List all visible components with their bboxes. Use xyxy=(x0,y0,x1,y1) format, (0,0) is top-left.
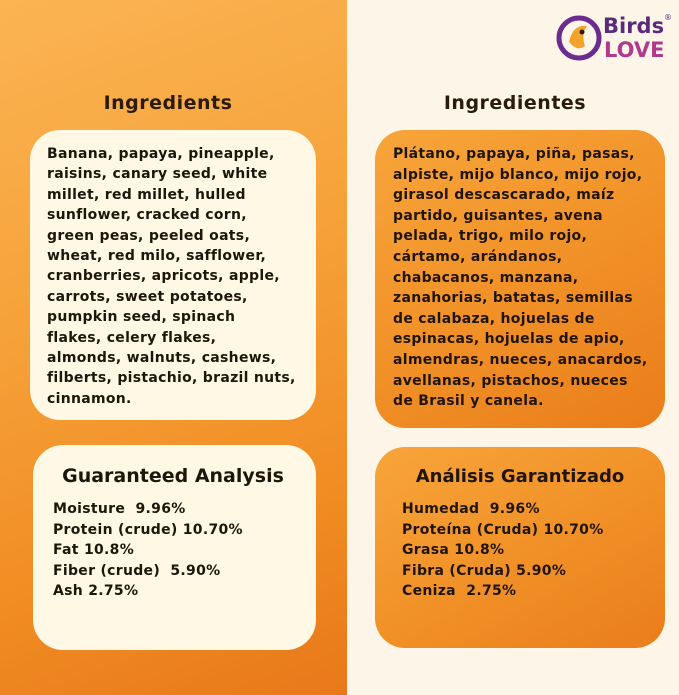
ingredient-line: girasol descascarado, maíz xyxy=(393,187,615,204)
analysis-line: Fat 10.8% xyxy=(53,542,135,558)
analysis-line: Protein (crude) 10.70% xyxy=(53,521,243,538)
analysis-line: Grasa 10.8% xyxy=(402,542,505,558)
ingredient-line: carrots, sweet potatoes, xyxy=(47,288,248,305)
ingredient-line: cranberries, apricots, apple, xyxy=(47,268,280,285)
ingredient-line: almendras, nueces, anacardos, xyxy=(393,352,648,368)
logo-top: Birds xyxy=(603,14,665,38)
ingredient-line: partido, guisantes, avena xyxy=(393,207,603,224)
analysis-line: Humedad 9.96% xyxy=(402,501,540,517)
ingredient-line: espinacas, hojuelas de apio, xyxy=(393,331,625,348)
ingredient-line: de Brasil y canela. xyxy=(393,393,544,410)
ingredient-line: sunflower, cracked corn, xyxy=(47,207,247,224)
logo-bottom: LOVE xyxy=(604,38,665,62)
analysis-title: Análisis Garantizado xyxy=(415,466,625,487)
ingredient-line: millet, red millet, hulled xyxy=(47,186,246,203)
ingredient-line: pelada, trigo, milo rojo, xyxy=(393,228,588,245)
ingredient-line: Plátano, papaya, piña, pasas, xyxy=(393,146,635,162)
analysis-card xyxy=(375,447,665,648)
heading: Ingredientes xyxy=(443,92,587,114)
ingredient-line: flakes, celery flakes, xyxy=(47,329,217,346)
ingredient-line: pumpkin seed, spinach xyxy=(47,309,236,326)
ingredient-line: chabacanos, manzana, xyxy=(393,269,579,286)
logo-icon xyxy=(556,15,602,61)
ingredients-card xyxy=(375,130,665,428)
ingredient-line: green peas, peeled oats, xyxy=(47,227,251,244)
logo-mark: ® xyxy=(664,13,672,22)
analysis-line: Moisture 9.96% xyxy=(53,501,186,517)
ingredient-line: almonds, walnuts, cashews, xyxy=(47,350,277,366)
analysis-card xyxy=(33,445,316,650)
ingredient-line: zanahorias, batatas, semillas xyxy=(393,290,633,307)
analysis-line: Ceniza 2.75% xyxy=(402,583,517,599)
analysis-line: Fiber (crude) 5.90% xyxy=(53,562,221,579)
analysis-line: Proteína (Cruda) 10.70% xyxy=(402,521,604,538)
ingredient-line: filberts, pistachio, brazil nuts, xyxy=(47,370,296,387)
ingredient-line: cinnamon. xyxy=(47,390,132,407)
ingredient-line: alpiste, mijo blanco, mijo rojo, xyxy=(393,166,643,183)
ingredient-line: de calabaza, hojuelas de xyxy=(393,310,595,327)
ingredient-line: Banana, papaya, pineapple, xyxy=(47,146,275,162)
ingredients-card xyxy=(30,130,316,420)
analysis-line: Fibra (Cruda) 5.90% xyxy=(402,562,567,579)
ingredient-line: cártamo, arándanos, xyxy=(393,249,563,265)
ingredient-line: raisins, canary seed, white xyxy=(47,166,268,183)
ingredient-line: wheat, red milo, safflower, xyxy=(47,248,267,264)
analysis-line: Ash 2.75% xyxy=(53,583,139,599)
analysis-title: Guaranteed Analysis xyxy=(62,465,284,487)
ingredient-line: avellanas, pistachos, nueces xyxy=(393,372,628,389)
heading: Ingredients xyxy=(103,92,233,114)
